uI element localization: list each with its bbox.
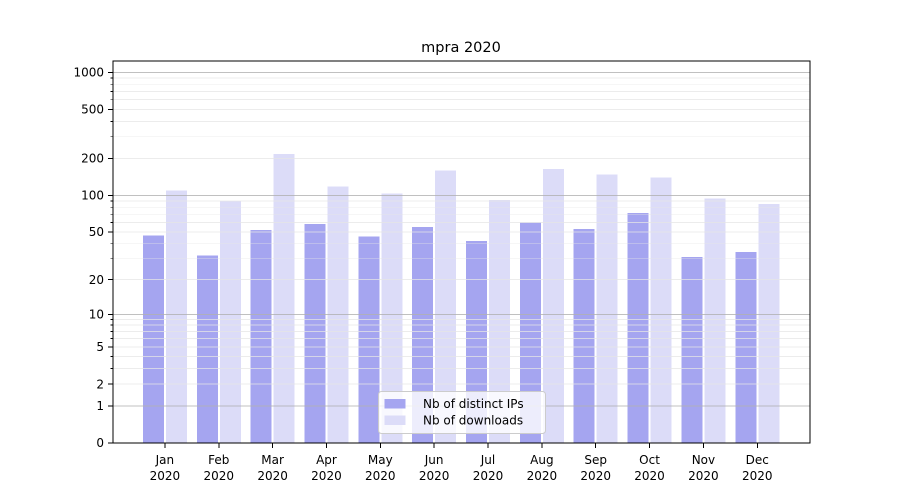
bar-downloads-oct — [650, 177, 672, 443]
x-tick-label-year: 2020 — [150, 469, 181, 483]
y-tick-label: 1 — [96, 399, 104, 413]
bar-distinct-ips-dec — [735, 252, 757, 443]
bar-downloads-aug — [542, 169, 564, 443]
legend-label-downloads: Nb of downloads — [423, 414, 523, 428]
y-tick-label: 0 — [96, 436, 104, 450]
legend: Nb of distinct IPs Nb of downloads — [378, 391, 546, 434]
x-tick-label-year: 2020 — [742, 469, 773, 483]
x-tick-label-month: Oct — [639, 453, 660, 467]
bar-downloads-dec — [758, 204, 780, 443]
y-tick-label: 50 — [89, 225, 104, 239]
bar-downloads-may — [381, 193, 403, 443]
bar-distinct-ips-aug — [519, 222, 541, 443]
bar-distinct-ips-apr — [304, 224, 326, 443]
y-tick-labels: 0 1 2 5 10 20 50 100 200 500 1000 — [73, 66, 104, 451]
x-tick-label-month: Feb — [208, 453, 229, 467]
y-tick-label: 200 — [81, 152, 104, 166]
legend-swatch-downloads — [384, 415, 406, 425]
bar-downloads-feb — [219, 200, 241, 443]
x-tick-label-year: 2020 — [580, 469, 611, 483]
x-tick-label-month: Mar — [261, 453, 284, 467]
x-tick-label-year: 2020 — [203, 469, 234, 483]
bar-distinct-ips-jan — [142, 235, 164, 443]
x-tick-label-year: 2020 — [688, 469, 719, 483]
x-tick-label-year: 2020 — [419, 469, 450, 483]
x-tick-label-year: 2020 — [473, 469, 504, 483]
axes-layer — [108, 60, 811, 448]
bar-distinct-ips-may — [358, 236, 380, 443]
y-tick-label: 500 — [81, 103, 104, 117]
x-tick-label-month: Aug — [530, 453, 553, 467]
x-tick-label-month: Dec — [746, 453, 769, 467]
bar-downloads-jul — [489, 199, 510, 443]
gridlines-layer — [113, 71, 810, 407]
bar-downloads-jun — [435, 170, 457, 443]
chart-title: mpra 2020 — [421, 40, 501, 56]
bars-layer — [142, 154, 780, 444]
x-tick-label-year: 2020 — [365, 469, 396, 483]
bar-distinct-ips-feb — [196, 255, 218, 443]
bar-distinct-ips-sep — [573, 228, 595, 443]
y-tick-label: 100 — [81, 189, 104, 203]
bar-distinct-ips-mar — [250, 229, 272, 443]
plot-border — [112, 60, 811, 444]
bar-distinct-ips-jun — [412, 227, 434, 443]
x-tick-label-month: May — [368, 453, 393, 467]
bar-distinct-ips-oct — [627, 212, 649, 443]
x-tick-label-month: Apr — [316, 453, 337, 467]
x-tick-label-month: Nov — [692, 453, 715, 467]
x-tick-label-year: 2020 — [527, 469, 558, 483]
x-tick-label-year: 2020 — [257, 469, 288, 483]
bar-downloads-nov — [704, 198, 726, 443]
y-tick-label: 1000 — [73, 66, 104, 80]
x-tick-label-month: Jul — [480, 453, 495, 467]
y-tick-label: 20 — [89, 273, 104, 287]
x-tick-label-year: 2020 — [634, 469, 665, 483]
y-tick-label: 5 — [96, 340, 104, 354]
bar-distinct-ips-nov — [681, 257, 703, 443]
y-tick-label: 2 — [96, 377, 104, 391]
bar-downloads-sep — [596, 174, 618, 443]
legend-label-distinct-ips: Nb of distinct IPs — [423, 397, 524, 411]
x-tick-labels: Jan 2020 Feb 2020 Mar 2020 Apr 2020 May 2020 Jun 20… — [150, 453, 773, 483]
bar-downloads-mar — [273, 154, 295, 444]
legend-box — [378, 391, 546, 434]
x-tick-label-month: Jun — [424, 453, 444, 467]
y-tick-label: 10 — [89, 308, 104, 322]
x-tick-label-year: 2020 — [311, 469, 342, 483]
x-tick-label-month: Jan — [155, 453, 175, 467]
x-tick-label-month: Sep — [584, 453, 607, 467]
legend-swatch-distinct-ips — [384, 399, 406, 409]
bar-downloads-jan — [165, 190, 187, 443]
